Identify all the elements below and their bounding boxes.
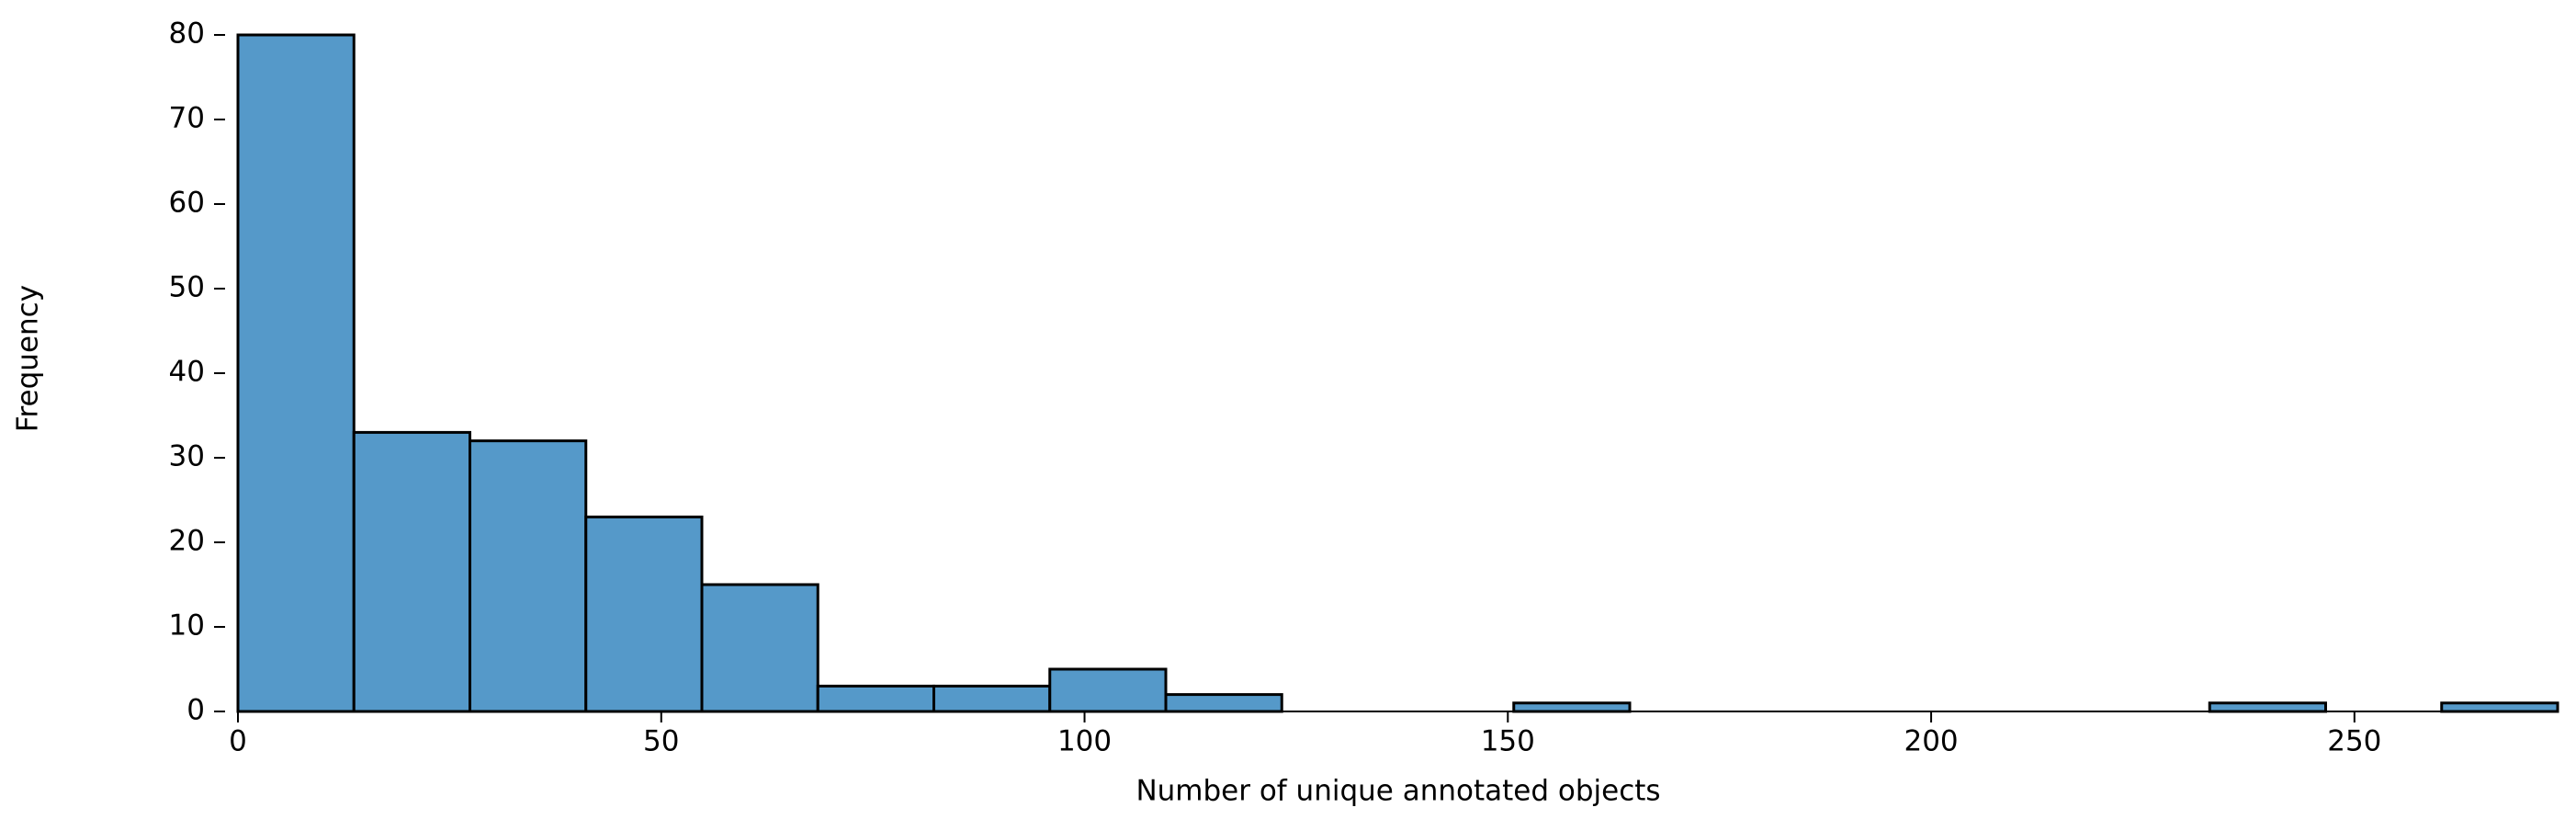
- bar: [469, 439, 588, 713]
- bar: [932, 684, 1052, 713]
- x-tick-label: 250: [2327, 725, 2381, 758]
- y-tick-label: 40: [169, 356, 205, 389]
- y-tick-label: 70: [169, 102, 205, 135]
- x-tick-label: 50: [643, 725, 679, 758]
- y-tick-label: 60: [169, 187, 205, 220]
- bar: [700, 583, 819, 713]
- y-tick-label: 50: [169, 271, 205, 304]
- bar: [236, 33, 356, 713]
- y-tick-label: 0: [186, 694, 205, 727]
- y-tick-label: 30: [169, 440, 205, 473]
- y-axis-label: Frequency: [12, 285, 45, 432]
- x-axis-label: Number of unique annotated objects: [1135, 775, 1660, 808]
- bar: [1512, 701, 1632, 713]
- y-tick-label: 20: [169, 525, 205, 558]
- bar: [816, 684, 935, 713]
- bar: [584, 515, 704, 713]
- bar: [352, 430, 471, 713]
- bar: [1164, 693, 1283, 713]
- y-tick-label: 80: [169, 17, 205, 51]
- x-tick-label: 200: [1904, 725, 1958, 758]
- x-tick-label: 100: [1057, 725, 1112, 758]
- x-tick-label: 0: [229, 725, 247, 758]
- x-tick-label: 150: [1481, 725, 1535, 758]
- bar: [2440, 701, 2559, 713]
- bar: [1048, 667, 1168, 713]
- bar: [2208, 701, 2327, 713]
- y-tick-label: 10: [169, 609, 205, 643]
